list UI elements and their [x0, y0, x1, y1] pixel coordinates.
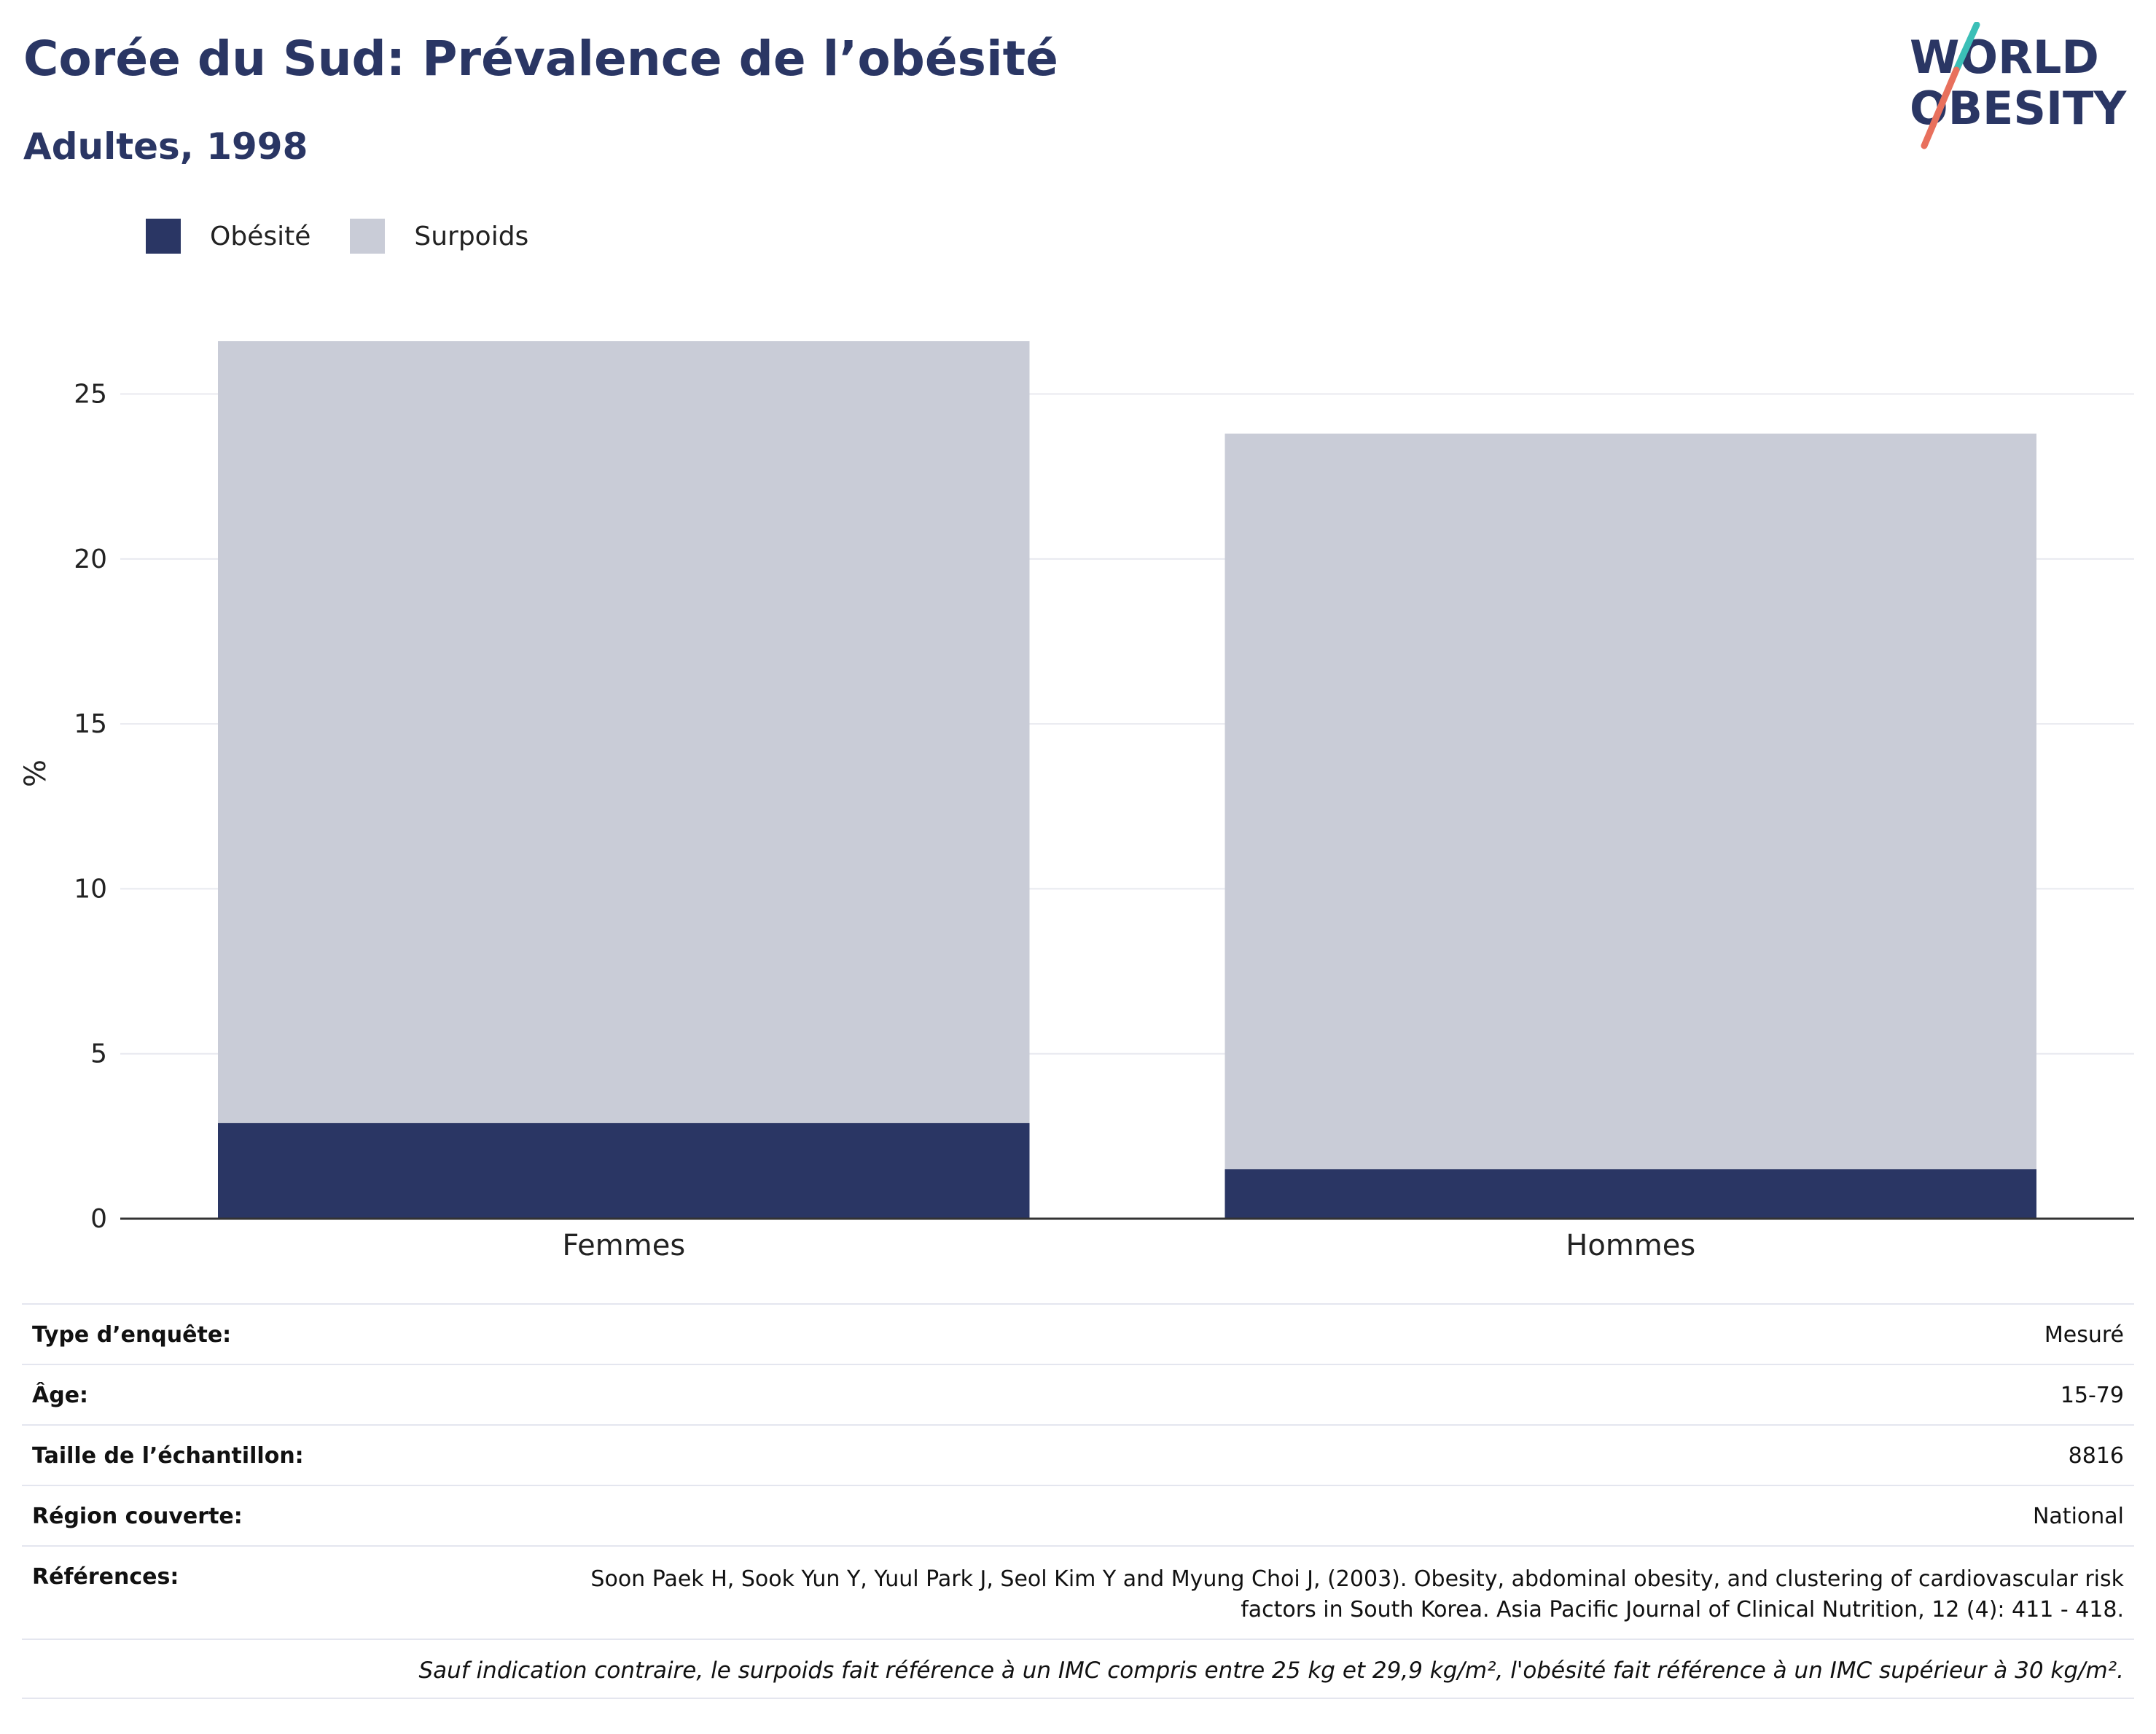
- bar-femmes-surpoids: [218, 341, 1030, 1123]
- metadata-label: Références:: [32, 1564, 179, 1590]
- bar-hommes-surpoids: [1225, 433, 2036, 1170]
- legend-label-obesite: Obésité: [210, 221, 311, 251]
- metadata-label: Région couverte:: [32, 1504, 243, 1529]
- metadata-label: Taille de l’échantillon:: [32, 1443, 304, 1469]
- logo-slash-teal: [1953, 22, 1980, 74]
- bar-hommes-obesite: [1225, 1169, 2036, 1219]
- legend: Obésité Surpoids: [146, 217, 568, 255]
- chart-subtitle: Adultes, 1998: [23, 125, 308, 168]
- y-tick-label-15: 15: [74, 709, 107, 739]
- legend-swatch-obesite: [146, 219, 181, 254]
- y-tick-label-0: 0: [90, 1204, 107, 1234]
- y-tick-label-25: 25: [74, 380, 107, 410]
- chart-title: Corée du Sud: Prévalence de l’obésité: [23, 31, 1058, 87]
- y-axis-title: %: [19, 759, 52, 787]
- metadata-row-survey-type: Type d’enquête: Mesuré: [22, 1303, 2134, 1364]
- metadata-row-references: Références: Soon Paek H, Sook Yun Y, Yuu…: [22, 1545, 2134, 1639]
- bar-femmes-obesite: [218, 1122, 1030, 1219]
- metadata-value: Mesuré: [2044, 1322, 2124, 1348]
- metadata-row-region: Région couverte: National: [22, 1485, 2134, 1545]
- x-tick-label-hommes: Hommes: [1566, 1229, 1695, 1262]
- y-tick-label-10: 10: [74, 874, 107, 904]
- legend-label-surpoids: Surpoids: [414, 221, 529, 251]
- metadata-row-age: Âge: 15-79: [22, 1364, 2134, 1424]
- legend-swatch-surpoids: [350, 219, 386, 254]
- logo-text-world: WORLD: [1910, 31, 2099, 84]
- metadata-value: 8816: [2068, 1443, 2124, 1469]
- y-tick-label-5: 5: [90, 1039, 107, 1069]
- world-obesity-logo: WORLD OBESITY: [1910, 22, 2127, 149]
- bmi-definition-footnote: Sauf indication contraire, le surpoids f…: [418, 1657, 2124, 1684]
- metadata-label: Âge:: [32, 1383, 89, 1408]
- metadata-label: Type d’enquête:: [32, 1322, 232, 1348]
- metadata-value: 15-79: [2060, 1383, 2124, 1408]
- x-tick-label-femmes: Femmes: [562, 1229, 685, 1262]
- survey-metadata-table: Type d’enquête: Mesuré Âge: 15-79 Taille…: [22, 1303, 2134, 1699]
- reference-citation: Soon Paek H, Sook Yun Y, Yuul Park J, Se…: [590, 1566, 2124, 1622]
- footnote-row: Sauf indication contraire, le surpoids f…: [22, 1639, 2134, 1699]
- legend-item-obesite[interactable]: Obésité: [146, 219, 310, 254]
- metadata-row-sample-size: Taille de l’échantillon: 8816: [22, 1424, 2134, 1485]
- metadata-value: National: [2032, 1504, 2124, 1529]
- logo-slash-coral: [1921, 66, 1960, 149]
- stacked-bar-chart: 0 5 10 15 20 25% Femmes Hommes: [19, 341, 2134, 1262]
- y-tick-label-20: 20: [74, 544, 107, 574]
- legend-item-surpoids[interactable]: Surpoids: [350, 219, 528, 254]
